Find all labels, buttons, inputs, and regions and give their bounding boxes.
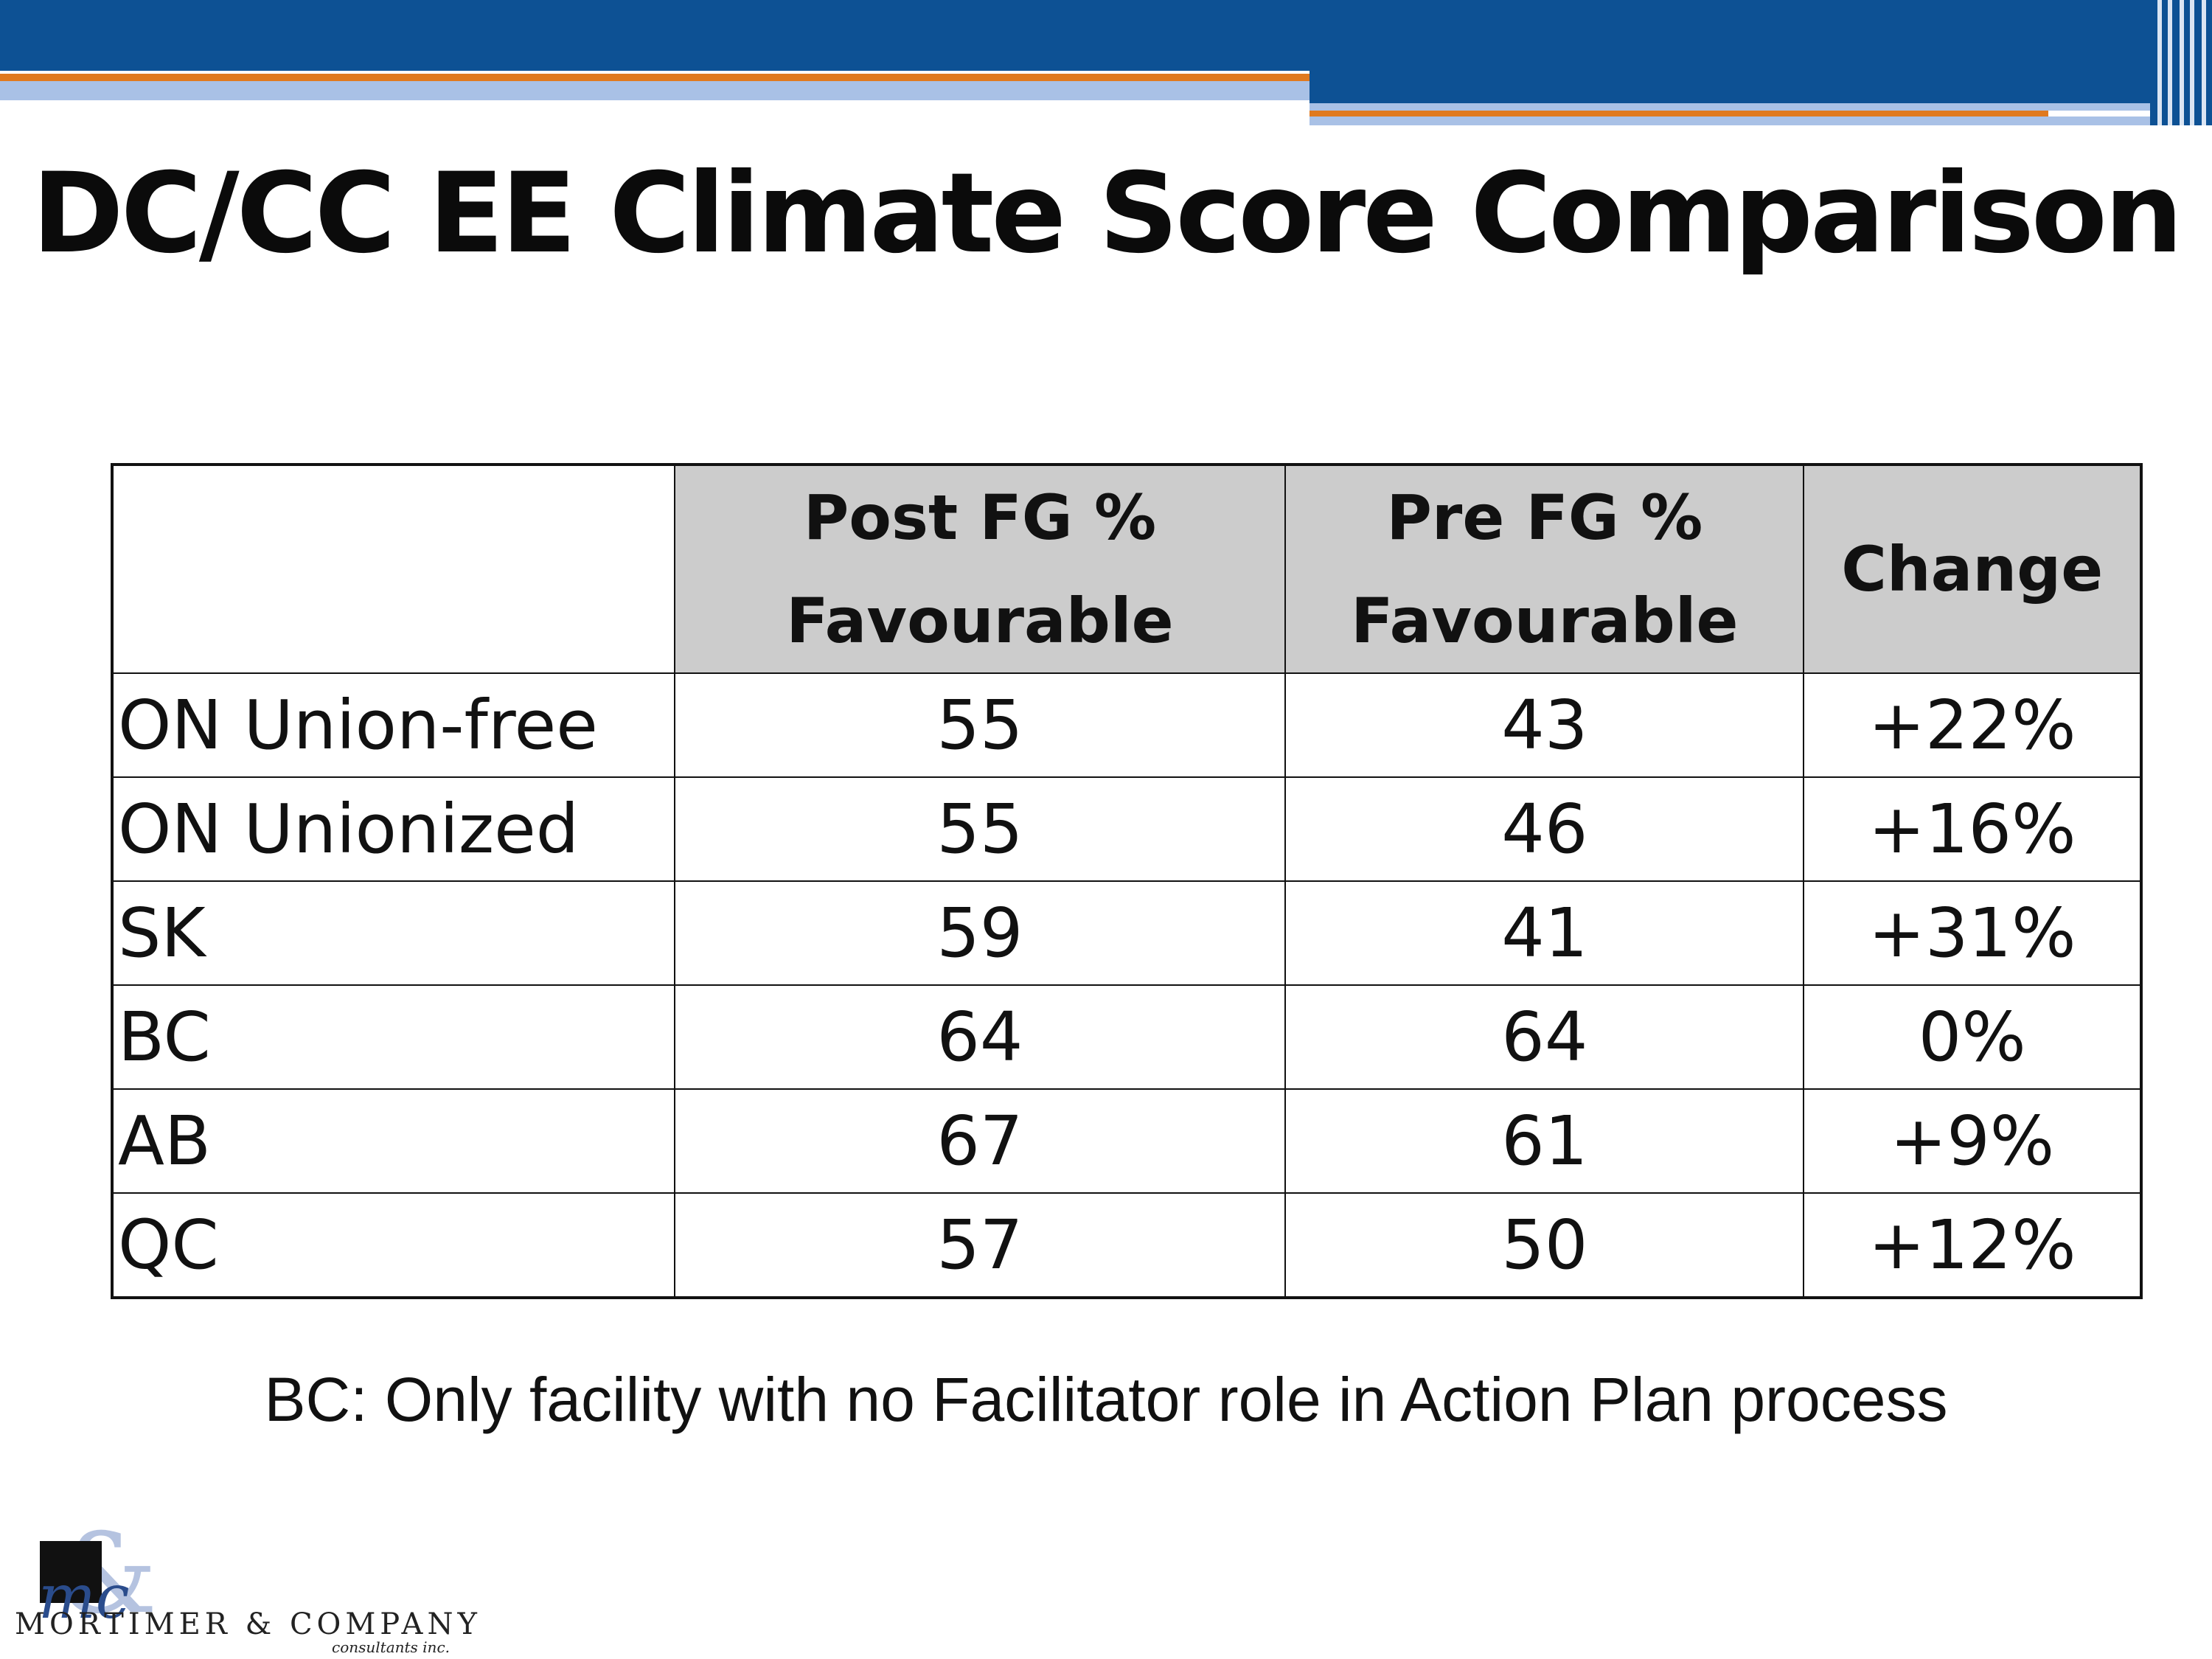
banner-right-orange-line bbox=[1310, 111, 2048, 116]
header-post-fg: Post FG % Favourable bbox=[673, 464, 1287, 674]
logo-black-square bbox=[40, 1541, 102, 1603]
post-value: 59 bbox=[673, 880, 1287, 986]
change-value: +12% bbox=[1803, 1192, 2142, 1298]
header-pre-fg: Pre FG % Favourable bbox=[1284, 464, 1805, 674]
change-value: +22% bbox=[1803, 672, 2142, 778]
table-row: QC 57 50 +12% bbox=[111, 1192, 2142, 1298]
banner-orange-line bbox=[0, 74, 1310, 81]
change-value: 0% bbox=[1803, 984, 2142, 1090]
banner-stripes bbox=[2150, 0, 2212, 125]
footnote: BC: Only facility with no Facilitator ro… bbox=[264, 1365, 1948, 1434]
table-row: SK 59 41 +31% bbox=[111, 880, 2142, 986]
post-value: 55 bbox=[673, 672, 1287, 778]
company-logo: & mc MORTIMER & COMPANY consultants inc. bbox=[15, 1519, 477, 1659]
row-label: ON Unionized bbox=[111, 776, 675, 882]
pre-value: 43 bbox=[1284, 672, 1805, 778]
top-banner bbox=[0, 0, 2212, 129]
pre-value: 46 bbox=[1284, 776, 1805, 882]
header-post-line-1: Post FG % bbox=[803, 481, 1157, 554]
row-label: ON Union-free bbox=[111, 672, 675, 778]
change-value: +31% bbox=[1803, 880, 2142, 986]
banner-right-blue-block bbox=[1310, 71, 2150, 103]
banner-blue-bar bbox=[0, 0, 2212, 71]
table-row: BC 64 64 0% bbox=[111, 984, 2142, 1090]
banner-right-light-line bbox=[1310, 103, 2150, 111]
row-label: BC bbox=[111, 984, 675, 1090]
header-blank-cell bbox=[111, 464, 675, 674]
pre-value: 50 bbox=[1284, 1192, 1805, 1298]
logo-company-name: MORTIMER & COMPANY bbox=[15, 1607, 481, 1641]
change-value: +9% bbox=[1803, 1088, 2142, 1194]
post-value: 55 bbox=[673, 776, 1287, 882]
header-pre-line-2: Favourable bbox=[1351, 585, 1739, 657]
table-row: AB 67 61 +9% bbox=[111, 1088, 2142, 1194]
pre-value: 61 bbox=[1284, 1088, 1805, 1194]
header-pre-line-1: Pre FG % bbox=[1386, 481, 1703, 554]
logo-subtitle: consultants inc. bbox=[332, 1638, 450, 1656]
slide-title: DC/CC EE Climate Score Comparison bbox=[32, 150, 2183, 278]
banner-light-bar bbox=[0, 81, 1310, 100]
header-change: Change bbox=[1803, 464, 2142, 674]
post-value: 57 bbox=[673, 1192, 1287, 1298]
change-value: +16% bbox=[1803, 776, 2142, 882]
logo-monogram: mc bbox=[38, 1562, 130, 1632]
pre-value: 64 bbox=[1284, 984, 1805, 1090]
post-value: 64 bbox=[673, 984, 1287, 1090]
table-row: ON Unionized 55 46 +16% bbox=[111, 776, 2142, 882]
row-label: SK bbox=[111, 880, 675, 986]
banner-right-light-line-2 bbox=[1310, 116, 2150, 125]
row-label: QC bbox=[111, 1192, 675, 1298]
table-row: ON Union-free 55 43 +22% bbox=[111, 672, 2142, 778]
post-value: 67 bbox=[673, 1088, 1287, 1194]
row-label: AB bbox=[111, 1088, 675, 1194]
table-header-row: Post FG % Favourable Pre FG % Favourable… bbox=[111, 464, 2142, 674]
climate-score-table: Post FG % Favourable Pre FG % Favourable… bbox=[111, 463, 2143, 1299]
pre-value: 41 bbox=[1284, 880, 1805, 986]
header-post-line-2: Favourable bbox=[786, 585, 1174, 657]
